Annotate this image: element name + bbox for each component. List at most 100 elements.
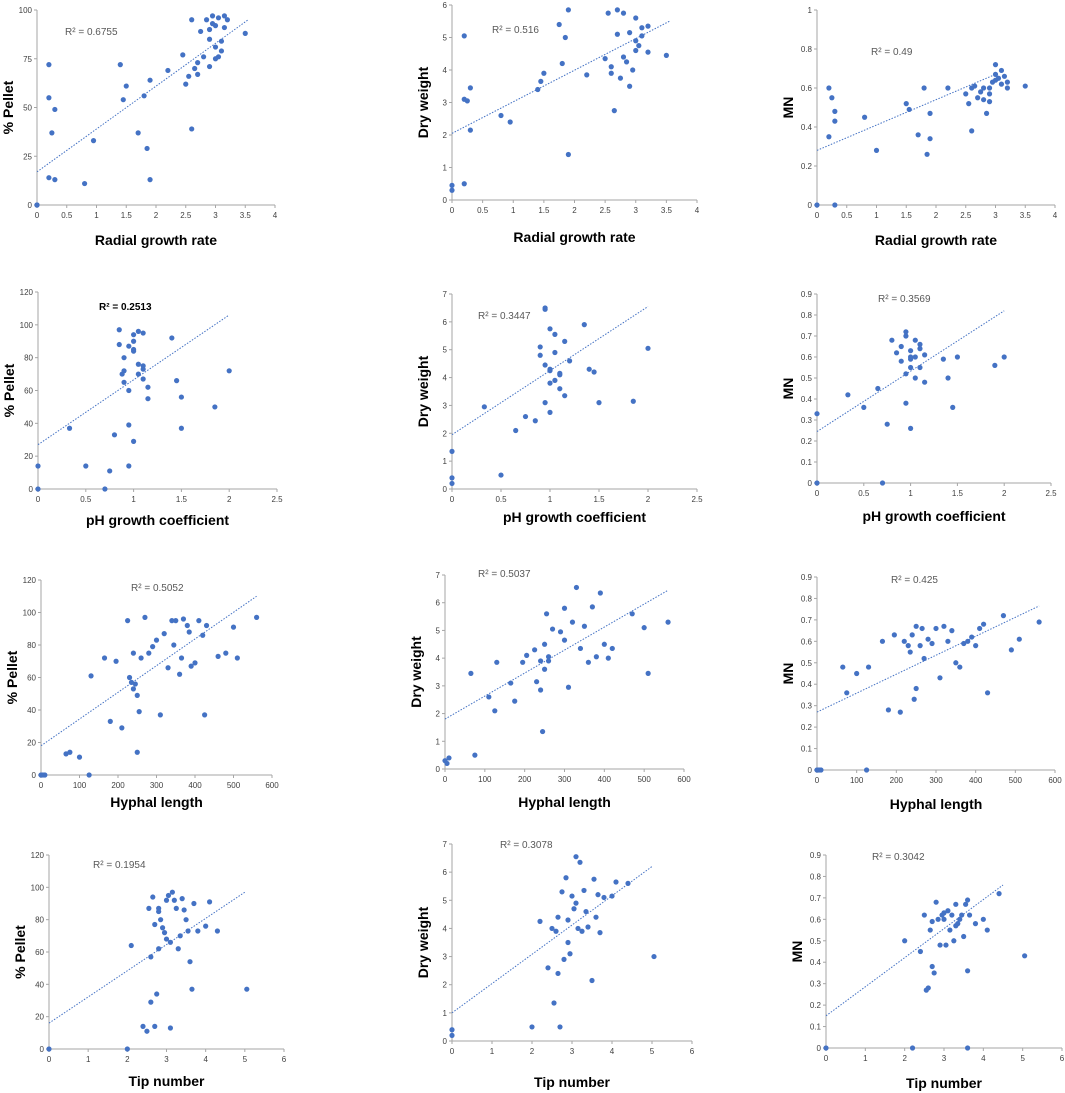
y-tick-label: 0.3 <box>801 416 813 425</box>
x-tick-label: 2.5 <box>1045 489 1057 498</box>
scatter-panel-4: 0 0.5 1 1.5 2 2.5 0 20 40 60 80 100 120 R² = 0.2513 pH… <box>1 288 283 528</box>
data-point <box>203 923 209 929</box>
data-point <box>187 959 193 965</box>
data-point <box>486 694 492 700</box>
data-point <box>573 854 579 860</box>
data-point <box>542 400 548 406</box>
data-point <box>121 379 127 385</box>
data-point <box>981 85 987 91</box>
data-point <box>924 151 930 157</box>
trendline <box>451 20 670 134</box>
x-tick-label: 2.5 <box>691 495 703 504</box>
x-tick-label: 0 <box>35 211 40 220</box>
y-tick-label: 3 <box>443 953 448 962</box>
data-point <box>547 380 553 386</box>
data-point <box>633 15 639 21</box>
data-point <box>884 421 890 427</box>
data-point <box>903 371 909 377</box>
x-tick-label: 100 <box>73 781 87 790</box>
x-tick-label: 0 <box>39 781 44 790</box>
y-tick-label: 40 <box>27 706 36 715</box>
data-point <box>154 991 160 997</box>
data-point <box>148 954 154 960</box>
data-point <box>945 638 951 644</box>
data-point <box>541 666 548 672</box>
data-point <box>953 660 959 666</box>
data-point <box>559 889 565 895</box>
data-point <box>844 690 850 696</box>
y-axis-title: MN <box>780 97 796 119</box>
data-point <box>984 690 991 696</box>
data-point <box>969 128 975 134</box>
x-tick-label: 1.5 <box>593 495 605 504</box>
data-point <box>597 930 603 936</box>
data-point <box>639 33 645 39</box>
x-tick-label: 3 <box>993 211 998 220</box>
data-point <box>1004 79 1011 85</box>
data-point <box>449 475 455 481</box>
data-point <box>908 364 914 371</box>
data-point <box>446 755 452 761</box>
data-point <box>552 331 558 337</box>
x-tick-label: 1 <box>874 211 879 220</box>
y-tick-label: 25 <box>23 152 32 161</box>
data-point <box>630 67 636 73</box>
data-point <box>549 925 555 932</box>
x-tick-label: 1.5 <box>538 206 550 215</box>
y-tick-label: 80 <box>27 641 36 650</box>
data-point <box>212 404 218 410</box>
data-point <box>140 376 146 382</box>
y-axis-title: Dry weight <box>415 355 431 427</box>
x-axis-title: pH growth coefficient <box>86 512 229 528</box>
data-point <box>925 985 931 991</box>
data-point <box>963 901 969 907</box>
x-tick-label: 0.5 <box>495 495 507 504</box>
y-tick-label: 100 <box>31 883 45 892</box>
data-point <box>200 632 206 638</box>
y-tick-label: 0 <box>443 196 448 205</box>
data-point <box>583 908 589 915</box>
data-point <box>865 664 872 670</box>
y-tick-label: 80 <box>24 354 33 363</box>
x-tick-label: 4 <box>1053 211 1058 220</box>
data-point <box>903 333 909 339</box>
y-tick-label: 0.5 <box>810 937 822 946</box>
data-point <box>178 394 184 400</box>
x-tick-label: 6 <box>1060 1054 1065 1063</box>
x-axis-title: Tip number <box>534 1074 611 1090</box>
data-point <box>180 616 187 622</box>
data-point <box>569 619 576 625</box>
data-point <box>195 928 201 934</box>
data-point <box>212 44 219 50</box>
y-tick-label: 0 <box>808 201 813 210</box>
data-point <box>565 939 571 946</box>
data-point <box>557 386 563 392</box>
data-point <box>633 38 639 44</box>
data-point <box>545 658 552 664</box>
data-point <box>901 638 907 644</box>
data-point <box>529 1024 535 1030</box>
data-point <box>973 643 979 649</box>
r-squared-label: R² = 0.6755 <box>65 27 118 38</box>
data-point <box>524 652 530 658</box>
data-point <box>541 641 548 647</box>
y-tick-label: 0.2 <box>801 723 813 732</box>
x-axis-title: pH growth coefficient <box>503 509 646 525</box>
y-axis-title: MN <box>780 663 796 685</box>
x-tick-label: 2 <box>934 211 939 220</box>
data-point <box>933 625 939 632</box>
data-point <box>996 891 1002 897</box>
x-tick-label: 2 <box>227 495 232 504</box>
x-tick-label: 200 <box>518 775 532 784</box>
data-point <box>922 352 928 358</box>
y-tick-label: 0.5 <box>801 659 813 668</box>
data-point <box>123 83 129 89</box>
x-tick-label: 2 <box>646 495 651 504</box>
data-point <box>186 73 192 79</box>
data-point <box>927 136 933 142</box>
data-point <box>230 624 237 630</box>
x-tick-label: 0 <box>443 775 448 784</box>
y-axis-title: Dry weight <box>415 906 431 978</box>
scatter-panel-11: 0 1 2 3 4 5 6 0 1 2 3 4 5 6 7 R² = 0.3078 Tip number Dry … <box>415 840 695 1090</box>
data-point <box>461 33 467 39</box>
